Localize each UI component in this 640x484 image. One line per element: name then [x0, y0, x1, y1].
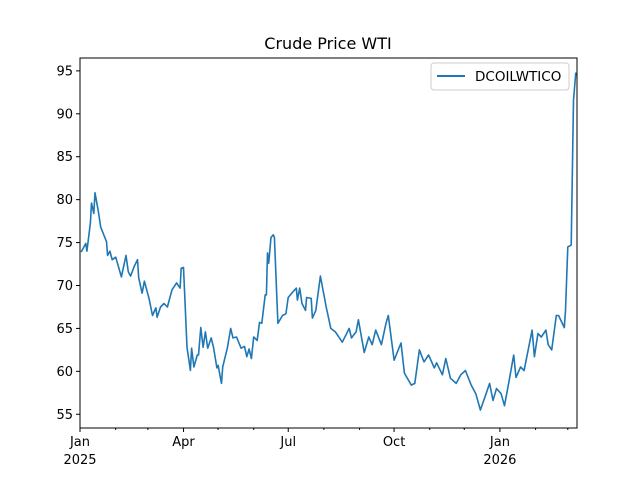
x-tick-label: Oct — [383, 435, 405, 450]
y-tick-label: 55 — [56, 408, 73, 423]
legend-box — [430, 62, 570, 91]
x-tick-year-label: 2025 — [63, 453, 96, 468]
x-tick-year-label: 2026 — [483, 453, 516, 468]
y-tick-label: 75 — [56, 236, 73, 251]
x-tick-label: Jan — [69, 435, 90, 450]
x-tick-label: Jul — [279, 435, 296, 450]
y-tick-label: 95 — [56, 64, 73, 79]
chart-title: Crude Price WTI — [264, 34, 391, 53]
y-tick-label: 60 — [56, 365, 73, 380]
x-tick-label: Apr — [172, 435, 195, 450]
y-tick-label: 90 — [56, 107, 73, 122]
y-tick-label: 70 — [56, 279, 73, 294]
legend-label: DCOILWTICO — [475, 69, 561, 85]
plot-frame — [79, 57, 578, 429]
x-tick-label: Jan — [489, 435, 510, 450]
y-tick-label: 65 — [56, 322, 73, 337]
legend: DCOILWTICO — [430, 62, 570, 91]
y-tick-label: 80 — [56, 193, 73, 208]
y-tick-label: 85 — [56, 150, 73, 165]
series-line-dcoilwtico — [80, 72, 577, 411]
